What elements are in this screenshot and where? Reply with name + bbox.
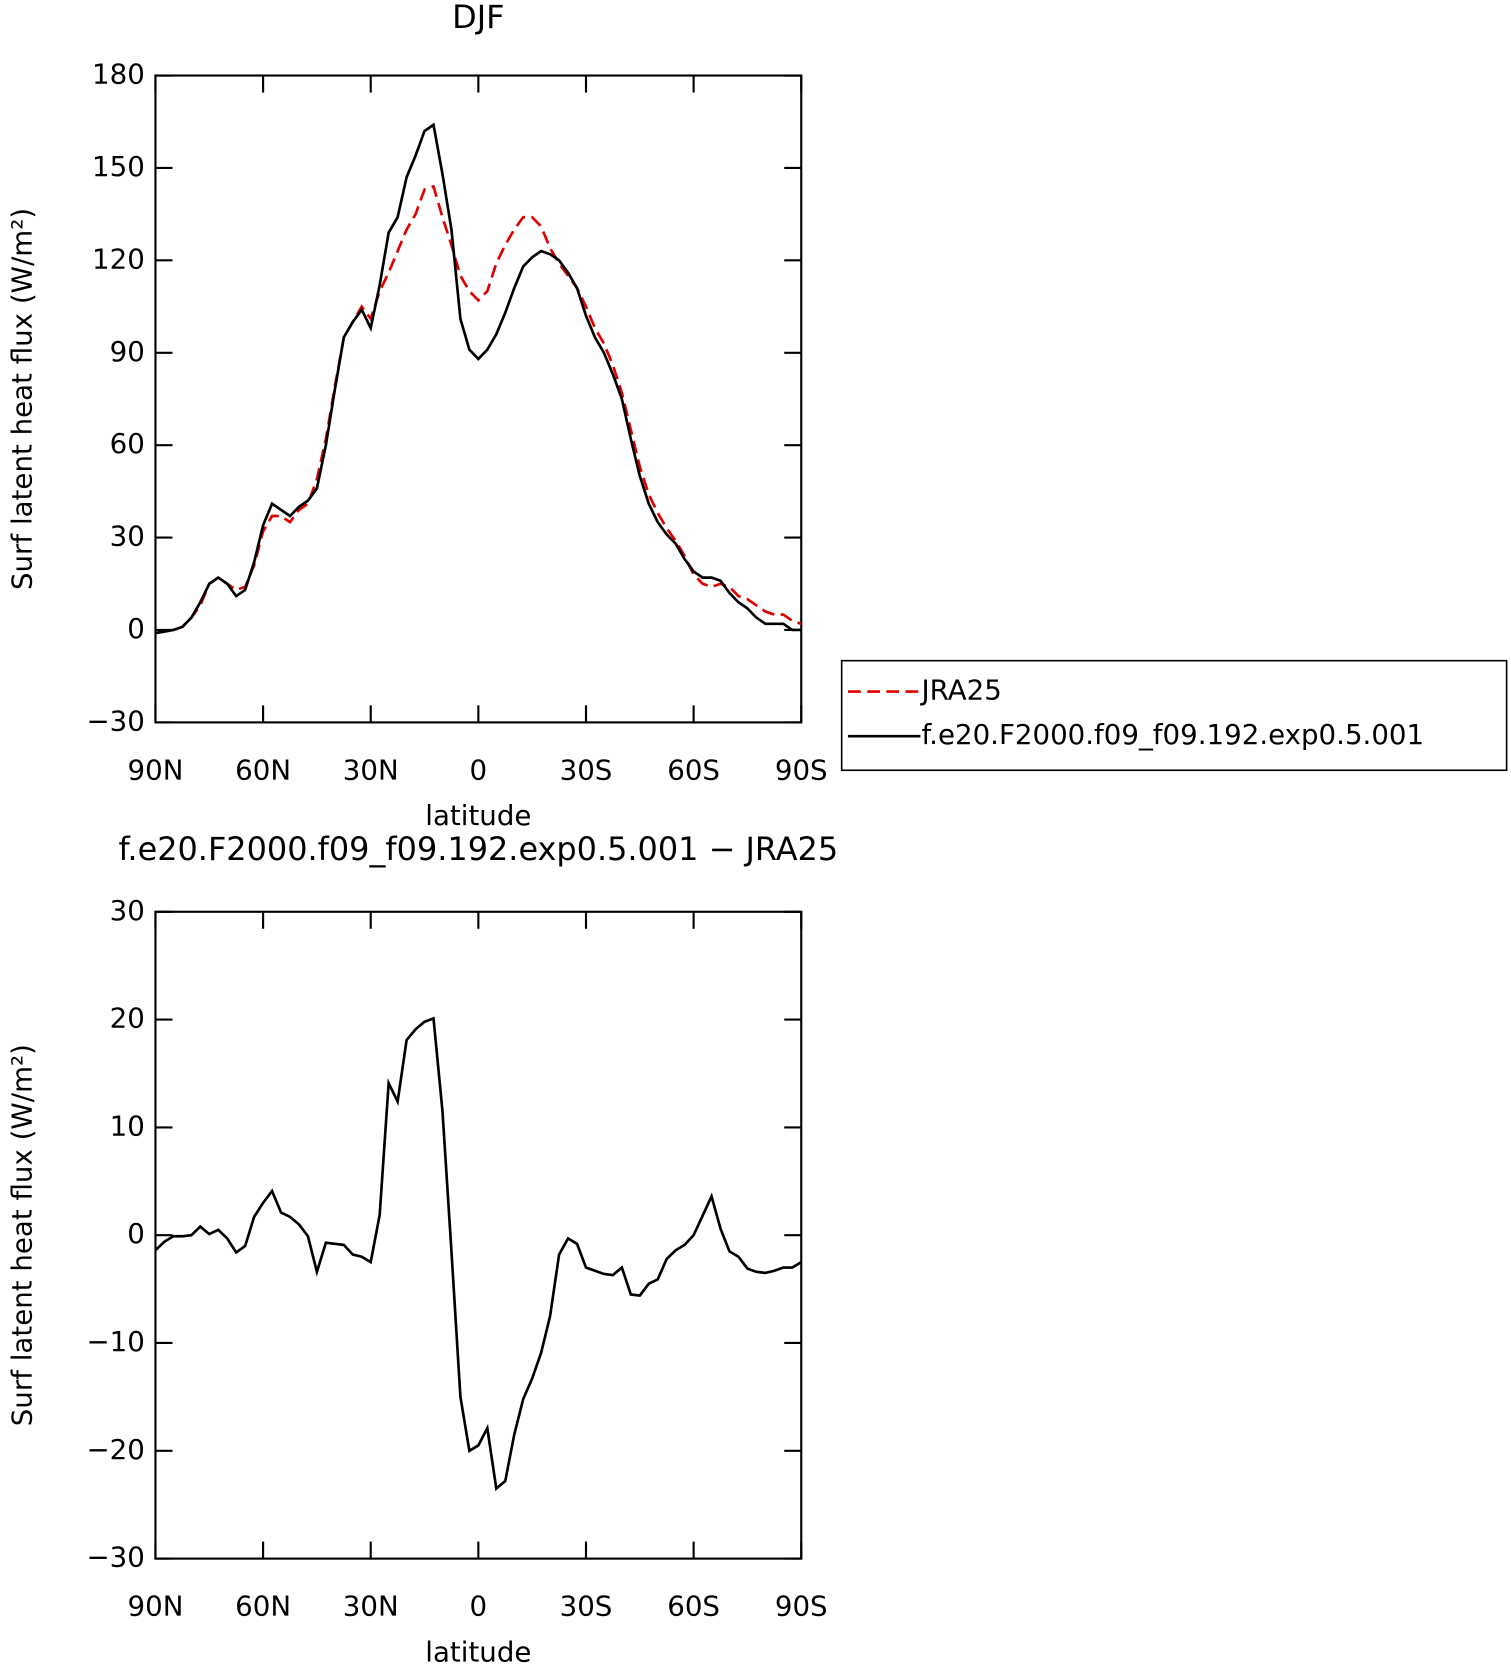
x-tick-label: 60S [667, 753, 720, 786]
y-tick-label: −30 [86, 1541, 144, 1574]
x-tick-label: 90N [128, 1590, 184, 1623]
legend: JRA25 f.e20.F2000.f09_f09.192.exp0.5.001 [840, 659, 1508, 772]
y-axis-label: Surf latent heat flux (W/m²) [6, 1044, 39, 1426]
x-axis-label: latitude [425, 1635, 531, 1665]
x-tick-label: 60N [235, 1590, 291, 1623]
plot-frame [154, 74, 803, 724]
chart-title: f.e20.F2000.f09_f09.192.exp0.5.001 − JRA… [119, 830, 839, 868]
y-tick-label: 30 [110, 520, 145, 553]
y-tick-label: −30 [86, 704, 144, 737]
x-tick-label: 30S [560, 753, 613, 786]
y-tick-label: 0 [127, 1217, 145, 1250]
y-tick-label: −10 [86, 1325, 144, 1358]
x-tick-label: 0 [470, 1590, 488, 1623]
x-tick-label: 90S [775, 753, 828, 786]
y-tick-label: 90 [110, 335, 145, 368]
y-tick-label: 180 [92, 58, 145, 91]
x-tick-label: 60N [235, 753, 291, 786]
x-axis-label: latitude [425, 799, 531, 832]
x-tick-label: 90S [775, 1590, 828, 1623]
y-tick-label: 0 [127, 612, 145, 645]
plot-frame [154, 910, 803, 1560]
legend-label: JRA25 [919, 674, 1001, 707]
x-tick-label: 0 [470, 753, 488, 786]
chart-title: DJF [452, 0, 504, 36]
y-tick-label: 60 [110, 427, 145, 460]
x-tick-label: 30S [560, 1590, 613, 1623]
data-line [155, 184, 802, 635]
data-line [154, 1016, 802, 1492]
y-tick-label: 10 [110, 1109, 145, 1142]
legend-label: f.e20.F2000.f09_f09.192.exp0.5.001 [921, 718, 1424, 751]
x-tick-label: 30N [343, 753, 399, 786]
legend-box [840, 659, 1508, 772]
y-tick-label: 120 [92, 242, 145, 275]
y-tick-label: 30 [110, 894, 145, 927]
x-tick-label: 30N [343, 1590, 399, 1623]
x-tick-label: 60S [667, 1590, 720, 1623]
y-tick-label: 20 [110, 1002, 145, 1035]
y-axis-label: Surf latent heat flux (W/m²) [6, 208, 39, 590]
y-tick-label: 150 [92, 150, 145, 183]
y-tick-label: −20 [86, 1433, 144, 1466]
x-tick-label: 90N [128, 753, 184, 786]
data-line [155, 122, 802, 635]
